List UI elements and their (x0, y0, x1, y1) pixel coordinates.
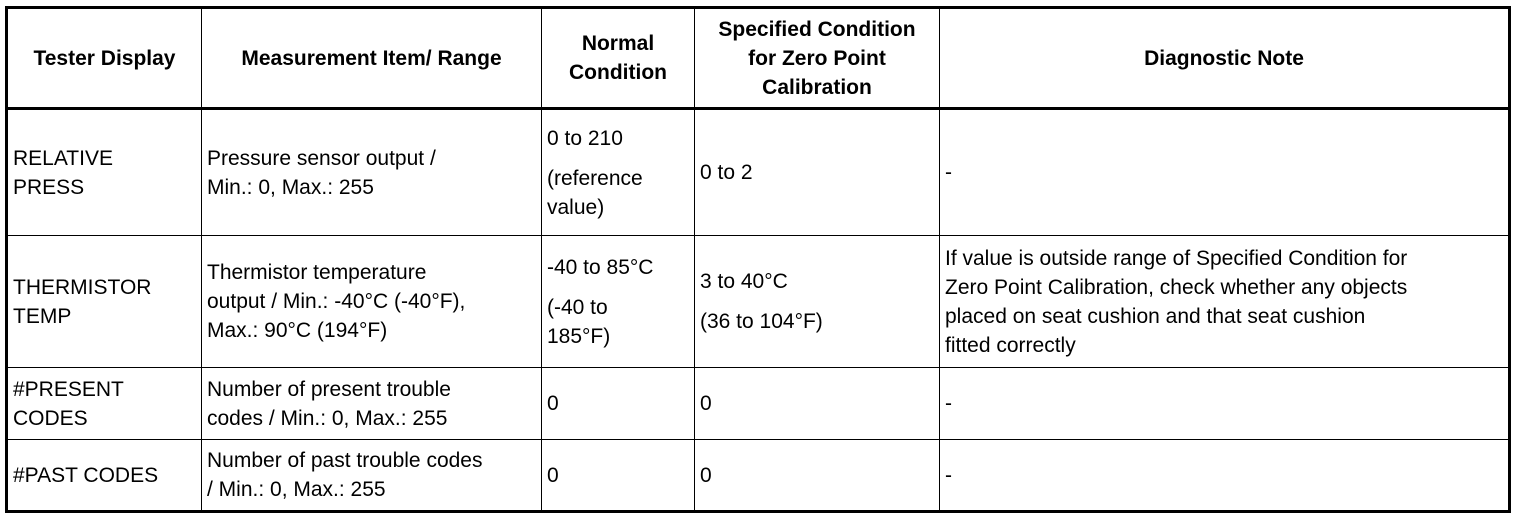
cell-diagnostic-note: If value is outside range of Specified C… (939, 235, 1510, 368)
table-row: #PAST CODES Number of past trouble codes… (6, 439, 1510, 512)
cell-measurement: Number of present trouble codes / Min.: … (201, 367, 542, 440)
cell-diagnostic-note: - (939, 439, 1510, 512)
data-list-table-container: Tester Display Measurement Item/ Range N… (5, 6, 1511, 513)
cell-diagnostic-note: - (939, 367, 1510, 440)
table-row: RELATIVE PRESS Pressure sensor output / … (6, 108, 1510, 236)
cell-normal-condition: -40 to 85°C (-40 to 185°F) (541, 235, 695, 368)
header-normal-condition: Normal Condition (541, 7, 695, 110)
cell-specified-condition: 0 (694, 367, 940, 440)
cell-specified-condition: 0 to 2 (694, 108, 940, 236)
cell-specified-condition: 3 to 40°C (36 to 104°F) (694, 235, 940, 368)
cell-normal-condition: 0 to 210 (reference value) (541, 108, 695, 236)
cell-normal-condition: 0 (541, 439, 695, 512)
header-measurement-item: Measurement Item/ Range (201, 7, 542, 110)
table-row: THERMISTOR TEMP Thermistor temperature o… (6, 235, 1510, 368)
cell-tester-display: THERMISTOR TEMP (6, 235, 202, 368)
cell-tester-display: #PRESENT CODES (6, 367, 202, 440)
cell-measurement: Number of past trouble codes / Min.: 0, … (201, 439, 542, 512)
cell-tester-display: RELATIVE PRESS (6, 108, 202, 236)
cell-tester-display: #PAST CODES (6, 439, 202, 512)
header-tester-display: Tester Display (6, 7, 202, 110)
header-specified-condition: Specified Condition for Zero Point Calib… (694, 7, 940, 110)
cell-diagnostic-note: - (939, 108, 1510, 236)
cell-measurement: Pressure sensor output / Min.: 0, Max.: … (201, 108, 542, 236)
header-diagnostic-note: Diagnostic Note (939, 7, 1510, 110)
cell-normal-condition: 0 (541, 367, 695, 440)
cell-measurement: Thermistor temperature output / Min.: -4… (201, 235, 542, 368)
table-row: #PRESENT CODES Number of present trouble… (6, 367, 1510, 440)
header-row: Tester Display Measurement Item/ Range N… (6, 7, 1510, 110)
cell-specified-condition: 0 (694, 439, 940, 512)
data-list-table: Tester Display Measurement Item/ Range N… (5, 6, 1511, 513)
